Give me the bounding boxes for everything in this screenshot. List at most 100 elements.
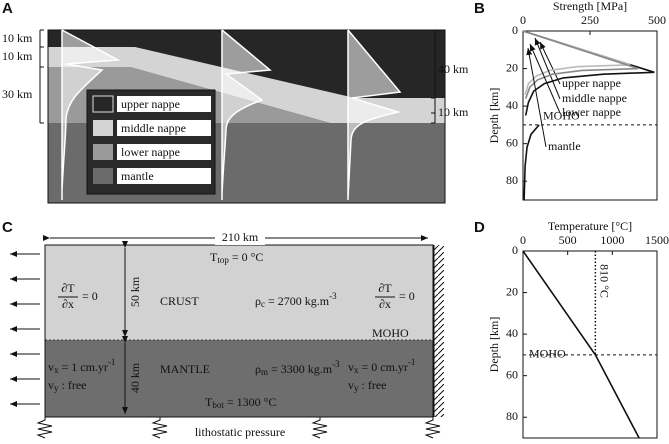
subscript: x bbox=[354, 365, 359, 375]
moho-label: MOHO bbox=[372, 326, 409, 340]
dim-label: 10 km bbox=[2, 31, 33, 45]
x-tick-label: 250 bbox=[581, 13, 599, 27]
equals: = 0 bbox=[82, 289, 98, 303]
vy-left: vy : free bbox=[48, 378, 86, 393]
series-label: mantle bbox=[548, 139, 581, 153]
y-tick-label: 80 bbox=[506, 173, 518, 187]
panel-label: C bbox=[2, 219, 13, 236]
y-tick-label: 40 bbox=[506, 326, 518, 340]
text: = 1 cm.yr bbox=[59, 360, 108, 374]
crust-label: CRUST bbox=[160, 294, 199, 308]
bottom-label: lithostatic pressure bbox=[195, 425, 285, 439]
symbol: v bbox=[48, 378, 54, 392]
x-tick-label: 500 bbox=[559, 233, 577, 247]
moho-label: MOHO bbox=[529, 347, 566, 361]
symbol: v bbox=[348, 360, 354, 374]
subscript: x bbox=[54, 365, 59, 375]
mantle-area bbox=[45, 340, 433, 417]
middle-nappe-area bbox=[48, 47, 445, 123]
y-tick-label: 0 bbox=[512, 243, 518, 257]
text: = 0 cm.yr bbox=[359, 360, 408, 374]
y-tick-label: 0 bbox=[512, 23, 518, 37]
fraction-num: ∂T bbox=[61, 281, 75, 295]
legend-text-bg bbox=[117, 96, 211, 112]
legend-text-bg bbox=[117, 144, 211, 160]
text: = 3300 kg.m bbox=[268, 362, 333, 376]
crust-area bbox=[45, 245, 433, 340]
legend-label: upper nappe bbox=[121, 97, 180, 111]
subscript: m bbox=[261, 367, 268, 377]
y-tick-label: 60 bbox=[506, 367, 518, 381]
width-label: 210 km bbox=[222, 230, 259, 244]
symbol: v bbox=[48, 360, 54, 374]
series-line bbox=[522, 30, 655, 116]
text: : free bbox=[59, 378, 87, 392]
charts: B Strength [MPa] Depth [km] 0 250 500 0 20 40 60 8… bbox=[474, 0, 669, 439]
superscript: -1 bbox=[108, 357, 116, 367]
y-tick-label: 60 bbox=[506, 135, 518, 149]
y-tick-label: 20 bbox=[506, 284, 518, 298]
t-top: Ttop = 0 °C bbox=[210, 250, 263, 265]
series-line bbox=[522, 250, 640, 439]
subscript: bot bbox=[212, 400, 224, 410]
y-tick-label: 20 bbox=[506, 60, 518, 74]
series-label: lower nappe bbox=[562, 105, 621, 119]
series-line bbox=[522, 30, 631, 96]
label-pointer bbox=[539, 41, 561, 85]
dimension-brackets bbox=[39, 29, 436, 124]
panel-label: A bbox=[2, 0, 13, 17]
fixed-wall bbox=[434, 245, 444, 417]
superscript: -3 bbox=[329, 291, 337, 301]
label-bg bbox=[215, 231, 265, 245]
dim-label: 50 km bbox=[128, 276, 142, 307]
x-tick-label: 0 bbox=[520, 233, 526, 247]
symbol: T bbox=[205, 395, 213, 409]
subscript: top bbox=[217, 255, 229, 265]
label-pointer bbox=[529, 43, 561, 114]
vy-right: vy : free bbox=[348, 378, 386, 393]
strength-profiles bbox=[61, 29, 402, 200]
text: = 0 °C bbox=[229, 250, 264, 264]
x-tick-label: 500 bbox=[648, 13, 666, 27]
fraction-den: ∂x bbox=[62, 297, 74, 311]
vx-right: vx = 0 cm.yr-1 bbox=[348, 357, 415, 375]
text: : free bbox=[359, 378, 387, 392]
fraction-num: ∂T bbox=[378, 281, 392, 295]
y-axis-title: Depth [km] bbox=[487, 317, 501, 373]
panel-label: B bbox=[474, 0, 485, 17]
dim-label: 40 km bbox=[128, 362, 142, 393]
superscript: -1 bbox=[408, 357, 416, 367]
dim-label: 10 km bbox=[2, 49, 33, 63]
label-pointer bbox=[534, 37, 561, 100]
symbol: ρ bbox=[255, 362, 261, 376]
springs bbox=[36, 417, 441, 439]
x-tick-label: 0 bbox=[520, 13, 526, 27]
velocity-arrows bbox=[10, 251, 40, 407]
frame bbox=[522, 250, 658, 439]
y-tick-label: 40 bbox=[506, 98, 518, 112]
dim-label: 30 km bbox=[2, 87, 33, 101]
vx-left: vx = 1 cm.yr-1 bbox=[48, 357, 115, 375]
subscript: c bbox=[261, 299, 265, 309]
rho-m: ρm = 3300 kg.m-3 bbox=[255, 359, 340, 377]
legend-text-bg bbox=[117, 120, 211, 136]
rho-c: ρc = 2700 kg.m-3 bbox=[255, 291, 337, 309]
dim-label: 40 km bbox=[438, 62, 469, 76]
panel-a: A upper nappe middle nappe lower nappe m… bbox=[2, 0, 469, 204]
panel-c: C 210 km 50 km 40 km Ttop = 0 °C CRUST ρ… bbox=[2, 219, 444, 439]
panel-label: D bbox=[474, 219, 485, 236]
legend-label: mantle bbox=[121, 169, 154, 183]
series-line bbox=[522, 30, 639, 99]
legend-swatch bbox=[93, 120, 113, 136]
x-tick-label: 1000 bbox=[600, 233, 624, 247]
legend-label: middle nappe bbox=[121, 121, 186, 135]
legend-text-bg bbox=[117, 168, 211, 184]
x-tick-label: 1500 bbox=[645, 233, 669, 247]
legend-swatch bbox=[93, 144, 113, 160]
text: = 1300 °C bbox=[224, 395, 277, 409]
x-axis-title: Strength [MPa] bbox=[553, 0, 627, 13]
subscript: y bbox=[354, 383, 359, 393]
frame bbox=[47, 29, 446, 204]
legend-label: lower nappe bbox=[121, 145, 180, 159]
